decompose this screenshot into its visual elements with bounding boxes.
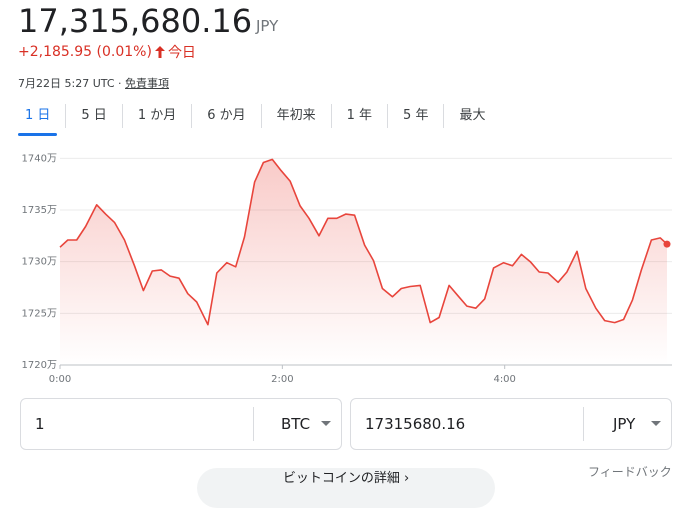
dropdown-icon <box>651 421 661 426</box>
price-line <box>59 158 668 326</box>
feedback[interactable]: フィードバック <box>588 465 672 479</box>
range-tab[interactable]: 5 日 <box>66 104 123 128</box>
timestamp: 7月22日 5:27 UTC · <box>18 77 122 90</box>
up-arrow <box>154 46 165 58</box>
period: 今日 <box>167 45 196 61</box>
change-value: +2,185.95 (0.01%) <box>18 44 152 60</box>
page: { "header": {"price": "17,315,680.16", "… <box>10 2 672 508</box>
more-label: ビットコインの詳細 <box>282 471 400 486</box>
y-tick-label: 1725万 <box>22 308 57 319</box>
y-tick-label: 1730万 <box>22 257 57 268</box>
y-tick-label: 1740万 <box>22 153 57 164</box>
to-unit[interactable]: JPY <box>613 415 636 433</box>
price: 17,315,680.16 <box>18 2 253 40</box>
range-tab[interactable]: 1 日 <box>10 104 67 136</box>
disclaimer[interactable]: 免責事項 <box>125 77 169 90</box>
area-fill <box>60 159 667 365</box>
chart: 1720万 1725万 1730万 1735万 1740万 0:00 2:00 4:00 <box>22 153 672 385</box>
x-tick-label: 4:00 <box>493 374 515 385</box>
y-tick-label: 1735万 <box>22 205 57 216</box>
meta: 7月22日 5:27 UTC · 免責事項 <box>18 75 169 91</box>
range-tab[interactable]: 最大 <box>459 108 486 123</box>
from-amount[interactable]: 1 <box>35 415 45 433</box>
dropdown-icon <box>321 421 331 426</box>
x-tick-label: 2:00 <box>271 374 293 385</box>
range-tab[interactable]: 年初来 <box>262 104 332 128</box>
range-tab[interactable]: 1 か月 <box>123 104 193 128</box>
from-box[interactable]: 1 BTC <box>20 398 342 450</box>
range-tab[interactable]: 5 年 <box>388 104 445 128</box>
range-tab[interactable]: 6 か月 <box>192 104 262 128</box>
more-button[interactable]: ビットコインの詳細 › <box>197 468 495 508</box>
x-tick-label: 0:00 <box>49 374 71 385</box>
from-unit[interactable]: BTC <box>281 415 311 433</box>
y-tick-label: 1720万 <box>22 360 57 371</box>
range-tab[interactable]: 1 年 <box>332 104 389 128</box>
change: +2,185.95 (0.01%) 今日 <box>18 42 196 62</box>
to-amount[interactable]: 17315680.16 <box>365 415 466 433</box>
to-box[interactable]: 17315680.16 JPY <box>350 398 672 450</box>
currency: JPY <box>256 17 279 35</box>
last-point <box>663 240 671 248</box>
